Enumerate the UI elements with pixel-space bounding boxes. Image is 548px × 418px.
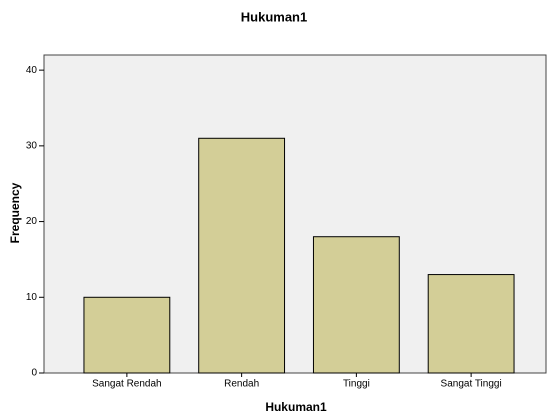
x-tick-label: Sangat Tinggi	[441, 379, 502, 390]
x-tick-label: Rendah	[224, 379, 259, 390]
y-tick-label: 10	[26, 292, 38, 303]
bar	[427, 274, 515, 374]
bar	[83, 296, 171, 374]
y-tick-label: 0	[31, 368, 37, 379]
y-axis-label: Frequency	[8, 182, 22, 243]
y-tick-label: 30	[26, 140, 38, 151]
bar	[312, 236, 400, 374]
chart-title: Hukuman1	[241, 9, 307, 24]
x-axis-label: Hukuman1	[265, 400, 327, 414]
y-tick-label: 20	[26, 216, 38, 227]
x-tick-label: Tinggi	[343, 379, 370, 390]
bar	[198, 137, 286, 374]
x-tick-label: Sangat Rendah	[92, 379, 162, 390]
y-tick-label: 40	[26, 65, 38, 76]
